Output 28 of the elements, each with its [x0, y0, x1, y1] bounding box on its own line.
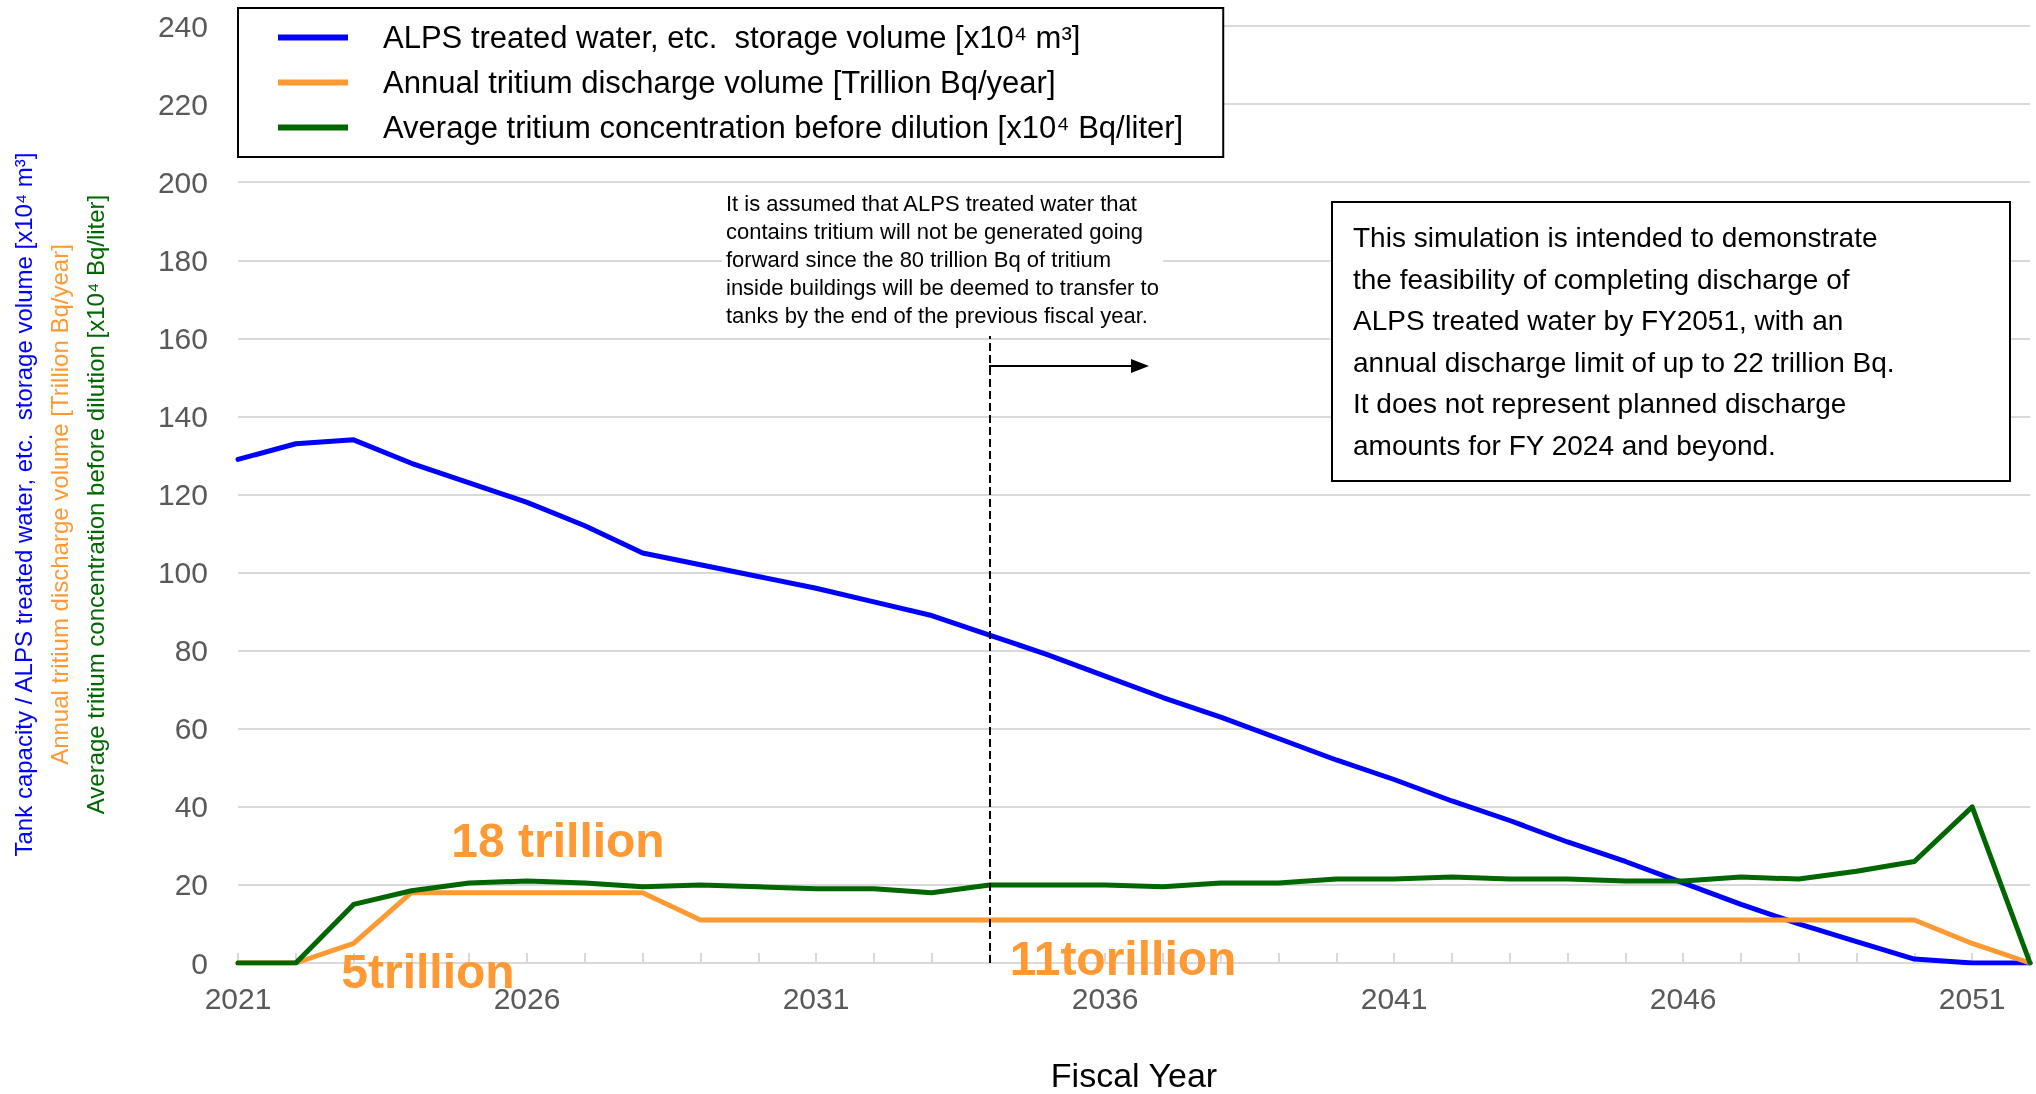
legend-label: Average tritium concentration before dilution [x10⁴ Bq/liter]	[383, 110, 1184, 145]
y-tick-label: 240	[157, 9, 208, 43]
x-tick-label: 2021	[204, 981, 272, 1015]
y-tick-label: 200	[157, 165, 208, 199]
y-tick-label: 100	[157, 556, 208, 590]
y-tick-label: 80	[174, 634, 208, 668]
x-tick-label: 2041	[1360, 981, 1428, 1015]
legend-label: ALPS treated water, etc. storage volume [x10⁴ m³]	[383, 20, 1081, 55]
y-tick-label: 160	[157, 321, 208, 355]
y-tick-label: 60	[174, 712, 208, 746]
x-tick-label: 2046	[1649, 981, 1717, 1015]
text: Annual tritium discharge volume [Trillion Bq/year]	[45, 244, 73, 765]
y-tick-label: 20	[174, 868, 208, 902]
text-box: This simulation is intended to demonstrate the feasibility of completing discharge of ALPS treated water by FY2051, with an annual discharge limit of up to 22 trillion Bq. It does not represent planned discharge amounts for FY 2024 and beyond.	[1331, 201, 2011, 482]
legend-label: Annual tritium discharge volume [Trillion Bq/year]	[383, 65, 1056, 100]
text: Average tritium concentration before dilution [x10⁴ Bq/liter]	[81, 194, 109, 815]
x-tick-label: 2031	[782, 981, 850, 1015]
text: Tank capacity / ALPS treated water, etc. storage volume [x10⁴ m³]	[9, 152, 37, 857]
x-axis-title: Fiscal Year	[1050, 1056, 1218, 1094]
annotation: 18 trillion	[451, 813, 665, 867]
x-tick-label: 2051	[1938, 981, 2006, 1015]
y-tick-label: 140	[157, 399, 208, 433]
y-tick-label: 180	[157, 243, 208, 277]
annotation: It is assumed that ALPS treated water that contains tritium will not be generated going forward since the 80 trillion Bq of tritium inside buildings will be deemed to transfer to tanks by the end of the previous fiscal year.	[722, 190, 1163, 330]
y-tick-label: 0	[191, 946, 208, 980]
y-tick-label: 220	[157, 87, 208, 121]
y-tick-label: 40	[174, 790, 208, 824]
y-tick-label: 120	[157, 478, 208, 511]
